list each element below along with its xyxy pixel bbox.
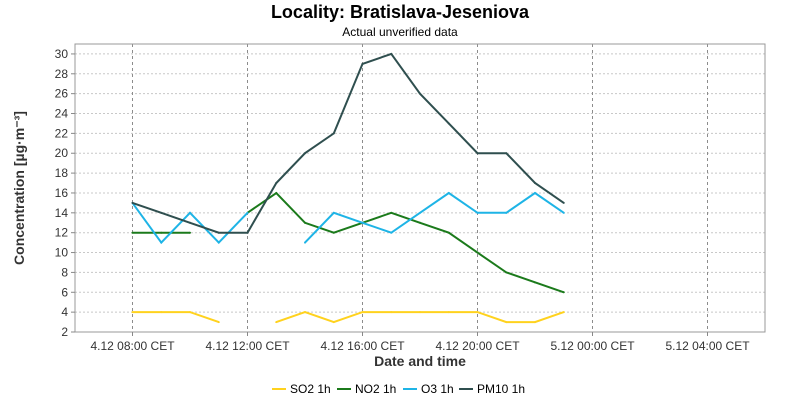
series-so2-1h [131,311,565,324]
x-tick-label: 4.12 12:00 CET [205,339,290,353]
series-no2-1h [131,191,565,294]
chart-title: Locality: Bratislava-Jeseniova [271,2,530,22]
legend-label: PM10 1h [477,382,525,396]
series-line [132,311,220,324]
legend-label: NO2 1h [355,382,396,396]
series-o3-1h [131,191,565,245]
legend: SO2 1h NO2 1h O3 1h PM10 1h [272,382,525,396]
series-line [132,52,565,234]
y-tick-label: 12 [55,226,69,240]
plot-area [74,43,766,333]
y-tick-label: 6 [61,285,68,299]
y-tick-label: 26 [55,87,69,101]
y-axis-label: Concentration [µg·m⁻³] [11,111,27,265]
series-line [304,191,565,244]
x-tick-label: 4.12 16:00 CET [320,339,405,353]
y-tick-label: 8 [61,265,68,279]
y-tick-label: 24 [55,107,69,121]
x-tick-label: 4.12 08:00 CET [90,339,175,353]
y-tick-label: 22 [55,126,69,140]
y-tick-label: 28 [55,67,69,81]
y-tick-label: 10 [55,246,69,260]
series [131,52,565,324]
legend-label: SO2 1h [290,382,331,396]
x-tick-label: 4.12 20:00 CET [435,339,520,353]
grid [75,44,765,333]
legend-label: O3 1h [421,382,454,396]
x-tick-label: 5.12 04:00 CET [665,339,750,353]
series-pm10-1h [131,52,565,234]
series-line [246,191,565,294]
y-tick-label: 2 [61,325,68,339]
y-tick-label: 18 [55,166,69,180]
chart-subtitle: Actual unverified data [342,25,458,39]
y-tick-label: 4 [61,305,68,319]
x-axis: 4.12 08:00 CET 4.12 12:00 CET 4.12 16:00 C… [90,332,750,353]
series-line [275,311,565,324]
y-tick-label: 20 [55,146,69,160]
y-tick-label: 16 [55,186,69,200]
x-tick-label: 5.12 00:00 CET [550,339,635,353]
x-axis-label: Date and time [374,353,466,369]
y-tick-label: 30 [55,47,69,61]
y-tick-label: 14 [55,206,69,220]
